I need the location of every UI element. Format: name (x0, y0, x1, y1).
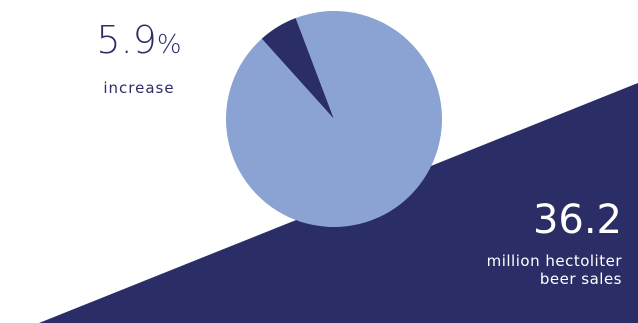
pie-chart (225, 10, 442, 227)
sales-stat: 36.2 million hectoliter beer sales (422, 196, 622, 288)
pie-slice-increase (261, 18, 334, 119)
increase-value: 5.9% (84, 18, 194, 67)
increase-stat: 5.9% increase (84, 18, 194, 97)
increase-unit: % (156, 30, 182, 60)
sales-value: 36.2 (532, 197, 622, 243)
pie-slice-remainder (225, 10, 442, 227)
sales-label-line-1: million hectoliter (486, 252, 622, 270)
increase-label: increase (103, 79, 175, 97)
increase-number: 5.9 (96, 18, 157, 62)
sales-label-line-2: beer sales (539, 270, 622, 288)
